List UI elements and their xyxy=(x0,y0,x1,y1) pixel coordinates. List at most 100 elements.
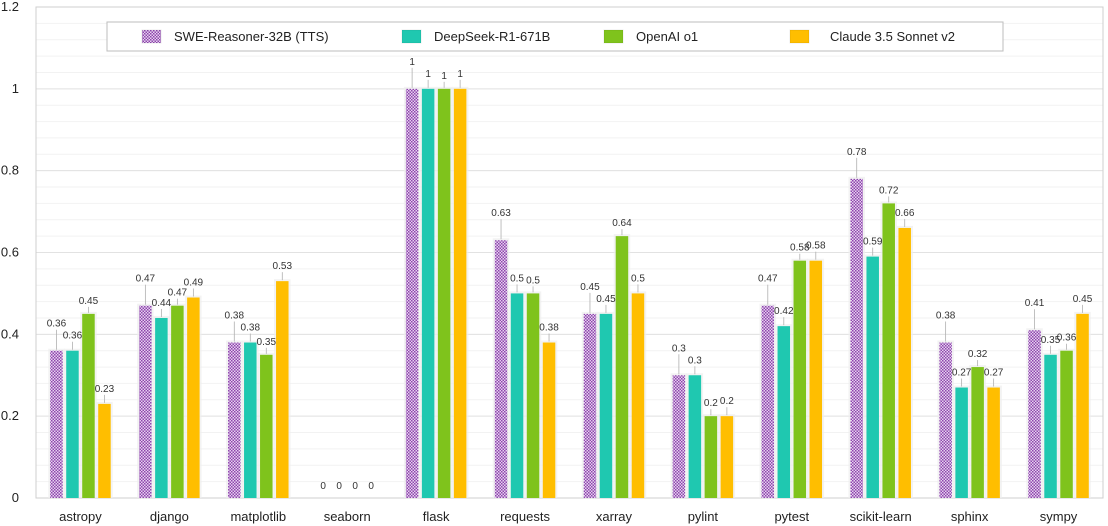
y-tick-label: 0.8 xyxy=(1,163,19,178)
value-label: 0 xyxy=(368,481,374,492)
x-tick-label: sympy xyxy=(1040,509,1078,524)
value-label: 0.45 xyxy=(1073,294,1093,305)
x-tick-label: xarray xyxy=(596,509,633,524)
legend-label: SWE-Reasoner-32B (TTS) xyxy=(174,29,329,44)
value-label: 0.49 xyxy=(184,278,204,289)
bars xyxy=(48,86,1091,498)
bar xyxy=(1044,354,1057,498)
value-label: 0.45 xyxy=(79,296,99,307)
bar xyxy=(939,342,952,498)
bar xyxy=(1028,330,1041,498)
bar xyxy=(971,367,984,498)
bar xyxy=(437,88,451,498)
value-label: 0.36 xyxy=(1057,333,1077,344)
value-label: 0.5 xyxy=(526,275,540,286)
value-label: 0.44 xyxy=(152,298,172,309)
value-label: 0.35 xyxy=(257,337,277,348)
bar xyxy=(1076,313,1089,498)
bar xyxy=(688,375,702,498)
bar xyxy=(82,313,95,498)
value-label: 0.27 xyxy=(984,368,1004,379)
x-tick-label: pytest xyxy=(774,509,809,524)
value-label: 1 xyxy=(425,69,431,80)
value-label: 0.27 xyxy=(952,368,972,379)
bar xyxy=(761,305,775,498)
x-tick-label: requests xyxy=(500,509,550,524)
value-label: 0.47 xyxy=(758,274,778,285)
value-label: 0.41 xyxy=(1025,298,1045,309)
legend-label: DeepSeek-R1-671B xyxy=(434,29,550,44)
bar xyxy=(599,313,613,498)
bar xyxy=(50,350,63,498)
value-label: 0.38 xyxy=(225,311,245,322)
legend-swatch xyxy=(789,29,810,44)
bar xyxy=(672,375,686,498)
value-label: 0.32 xyxy=(968,349,988,360)
y-tick-label: 1 xyxy=(12,81,19,96)
bar xyxy=(720,416,734,498)
value-label: 1 xyxy=(441,71,447,82)
bar xyxy=(777,326,791,498)
y-tick-label: 0.6 xyxy=(1,245,19,260)
bar xyxy=(244,342,257,498)
bar xyxy=(494,240,508,498)
bar xyxy=(276,281,289,498)
bar xyxy=(704,416,718,498)
bar xyxy=(793,260,807,498)
x-tick-label: pylint xyxy=(688,509,719,524)
bar xyxy=(987,387,1000,498)
bar xyxy=(615,236,629,498)
bar xyxy=(955,387,968,498)
value-label: 0.78 xyxy=(847,147,867,158)
value-label: 0.38 xyxy=(936,311,956,322)
legend-box xyxy=(106,21,1004,52)
bar xyxy=(98,403,111,498)
bar xyxy=(66,350,79,498)
value-labels: 0.360.360.450.230.470.440.470.490.380.38… xyxy=(47,57,1093,492)
x-tick-label: seaborn xyxy=(324,509,371,524)
value-label: 0.3 xyxy=(688,355,702,366)
bar xyxy=(866,256,879,498)
legend: SWE-Reasoner-32B (TTS) DeepSeek-R1-671B Op… xyxy=(106,21,1004,52)
value-label: 0.3 xyxy=(672,343,686,354)
bar xyxy=(139,305,152,498)
value-label: 0.23 xyxy=(95,384,115,395)
value-label: 0 xyxy=(336,481,342,492)
value-label: 0.42 xyxy=(774,306,794,317)
value-label: 0 xyxy=(352,481,358,492)
bar xyxy=(809,260,823,498)
value-label: 0.45 xyxy=(580,282,600,293)
x-tick-label: scikit-learn xyxy=(850,509,912,524)
legend-swatch xyxy=(603,29,624,44)
bar xyxy=(453,88,467,498)
value-label: 0.64 xyxy=(612,218,632,229)
bar xyxy=(526,293,540,498)
plot-frame xyxy=(35,6,1104,499)
bar xyxy=(510,293,524,498)
bar xyxy=(631,293,645,498)
bar xyxy=(542,342,556,498)
bar xyxy=(882,203,895,498)
value-label: 0.35 xyxy=(1041,335,1061,346)
x-tick-label: django xyxy=(150,509,189,524)
value-label: 0.5 xyxy=(631,273,645,284)
value-label: 0.58 xyxy=(806,241,826,252)
value-label: 1 xyxy=(457,69,463,80)
value-label: 0.36 xyxy=(63,331,83,342)
legend-label: OpenAI o1 xyxy=(636,29,698,44)
bar xyxy=(155,317,168,498)
x-tick-label: flask xyxy=(423,509,450,524)
bar xyxy=(583,313,597,498)
value-label: 0.59 xyxy=(863,237,883,248)
x-tick-label: astropy xyxy=(59,509,102,524)
value-label: 0.2 xyxy=(720,396,734,407)
value-label: 0.38 xyxy=(241,323,261,334)
value-label: 0 xyxy=(320,481,326,492)
legend-swatch xyxy=(401,29,422,44)
value-label: 0.5 xyxy=(510,273,524,284)
value-label: 1 xyxy=(409,57,415,68)
value-label: 0.72 xyxy=(879,185,899,196)
x-tick-label: sphinx xyxy=(951,509,989,524)
value-label: 0.66 xyxy=(895,208,915,219)
